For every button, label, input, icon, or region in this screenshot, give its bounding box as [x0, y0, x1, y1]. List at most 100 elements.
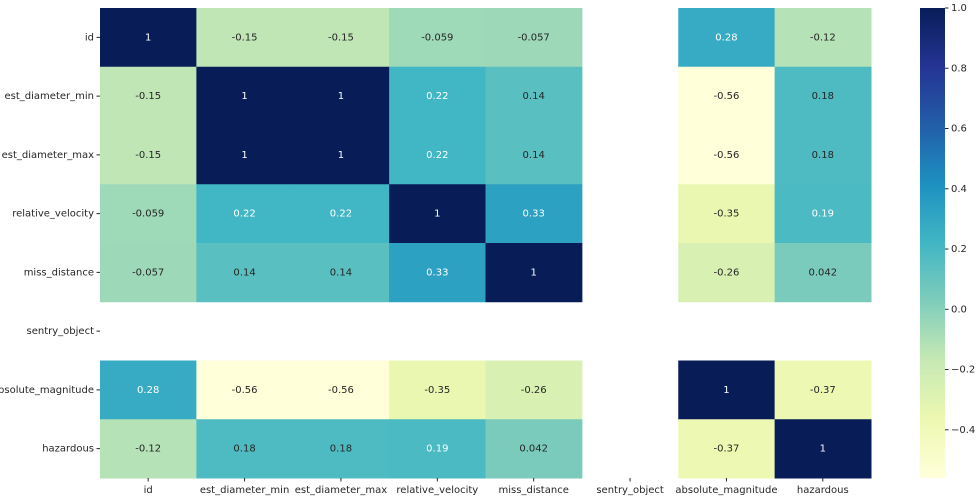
cell-label: -0.12	[135, 444, 161, 455]
cell-label: 1	[338, 91, 344, 102]
heatmap-cell	[100, 8, 197, 68]
cell-label: 0.33	[523, 209, 545, 220]
heatmap-cell	[292, 360, 390, 420]
colorbar	[920, 8, 945, 478]
cell-label: 0.18	[812, 150, 834, 161]
x-tick-label: hazardous	[797, 485, 849, 496]
cell-label: 1	[241, 91, 247, 102]
heatmap-cell	[389, 419, 486, 479]
cell-label: 1	[145, 32, 151, 43]
heatmap-cell	[485, 8, 583, 68]
cell-label: 1	[434, 209, 440, 220]
cell-label: 0.042	[808, 267, 837, 278]
cell-label: 0.18	[233, 444, 255, 455]
cell-label: 0.28	[715, 32, 737, 43]
colorbar-tick-label: 0.6	[951, 124, 967, 135]
heatmap-cell	[678, 419, 776, 479]
heatmap-cell	[774, 419, 872, 479]
heatmap-cell	[292, 66, 390, 126]
x-tick-label: est_diameter_max	[295, 485, 387, 496]
colorbar-tick-label: −0.2	[951, 365, 975, 376]
cell-label: -0.56	[714, 150, 740, 161]
heatmap-cell	[196, 66, 294, 126]
y-tick-label: est_diameter_max	[2, 150, 94, 161]
heatmap-cell	[389, 184, 486, 244]
cell-label: -0.26	[521, 385, 547, 396]
heatmap-cell	[774, 8, 872, 68]
colorbar-tick-label: 0.2	[951, 244, 967, 255]
cell-label: -0.057	[132, 267, 164, 278]
cell-label: 1	[338, 150, 344, 161]
heatmap-cell	[100, 125, 197, 185]
cell-label: 1	[723, 385, 729, 396]
y-tick-label: relative_velocity	[12, 209, 94, 220]
cell-label: 1	[241, 150, 247, 161]
heatmap-cell	[485, 125, 583, 185]
y-tick-label: sentry_object	[27, 326, 95, 337]
heatmap-cell	[389, 360, 486, 420]
heatmap-cell	[485, 419, 583, 479]
heatmap-cell	[485, 66, 583, 126]
heatmap-cell	[100, 184, 197, 244]
x-tick-label: miss_distance	[499, 485, 569, 496]
cell-label: 0.22	[426, 91, 448, 102]
heatmap-cell	[196, 360, 294, 420]
y-tick-label: absolute_magnitude	[0, 385, 94, 396]
cell-label: 0.18	[812, 91, 834, 102]
cell-label: 1	[820, 444, 826, 455]
cell-label: -0.37	[810, 385, 836, 396]
heatmap-cell	[774, 360, 872, 420]
heatmap-cell	[196, 125, 294, 185]
heatmap-cell	[389, 243, 486, 303]
heatmap-cell	[774, 184, 872, 244]
cell-label: 0.22	[233, 209, 255, 220]
cell-label: -0.35	[424, 385, 450, 396]
cell-label: -0.12	[810, 32, 836, 43]
cell-label: 0.14	[330, 267, 352, 278]
colorbar-tick-label: 0.4	[951, 184, 967, 195]
heatmap-cell	[292, 243, 390, 303]
heatmap-cell	[292, 8, 390, 68]
cell-label: 0.19	[812, 209, 834, 220]
heatmap-cell	[678, 66, 776, 126]
y-tick-label: id	[85, 32, 94, 43]
heatmap-cell	[678, 8, 776, 68]
heatmap-cell	[774, 243, 872, 303]
cell-label: 0.14	[523, 150, 545, 161]
colorbar-tick-label: 1.0	[951, 3, 967, 14]
cell-label: 0.042	[519, 444, 548, 455]
heatmap-cell	[774, 125, 872, 185]
cell-label: -0.15	[135, 150, 161, 161]
colorbar-tick-label: −0.4	[951, 425, 975, 436]
heatmap-cell	[196, 419, 294, 479]
y-tick-label: miss_distance	[24, 267, 94, 278]
heatmap-cell	[100, 66, 197, 126]
heatmap-cell	[485, 184, 583, 244]
x-tick-label: sentry_object	[596, 485, 664, 496]
cell-label: -0.56	[714, 91, 740, 102]
heatmap-cell	[196, 184, 294, 244]
cell-label: -0.26	[714, 267, 740, 278]
cell-label: -0.059	[421, 32, 453, 43]
heatmap-cell	[678, 243, 776, 303]
cell-label: 0.28	[137, 385, 159, 396]
cell-label: 0.14	[233, 267, 255, 278]
cell-label: -0.15	[135, 91, 161, 102]
cell-label: 0.33	[426, 267, 448, 278]
heatmap-cell	[100, 419, 197, 479]
colorbar-tick-label: 0.0	[951, 304, 967, 315]
cell-label: -0.37	[714, 444, 740, 455]
heatmap-cell	[774, 66, 872, 126]
colorbar-tick-label: 0.8	[951, 63, 967, 74]
heatmap-cell	[678, 360, 776, 420]
cell-label: 1	[531, 267, 537, 278]
heatmap-cell	[485, 243, 583, 303]
y-tick-label: hazardous	[42, 444, 94, 455]
cell-label: -0.15	[232, 32, 258, 43]
cell-label: 0.22	[330, 209, 352, 220]
heatmap-cell	[678, 125, 776, 185]
x-tick-label: id	[144, 485, 153, 496]
cell-label: -0.56	[232, 385, 258, 396]
cell-label: -0.56	[328, 385, 354, 396]
